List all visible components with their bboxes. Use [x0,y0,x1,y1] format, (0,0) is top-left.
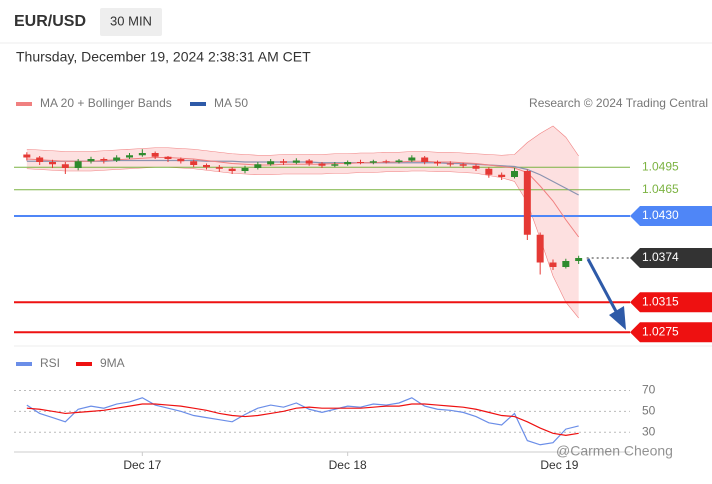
series-line [26,397,579,446]
y-tick-label: 50 [642,404,656,418]
candle-body [382,161,390,163]
candle-body [318,163,326,166]
candle-body [164,156,172,159]
candle-body [292,160,300,163]
credit: Research © 2024 Trading Central [529,96,708,110]
candle-body [177,159,185,162]
candle-body [408,157,416,161]
level-label: 1.0465 [642,182,679,196]
legend-swatch [16,102,32,106]
candle-body [536,234,544,263]
candle-body [395,160,403,162]
candle-body [446,163,454,165]
candle-body [74,161,82,168]
candle-body [241,168,249,171]
x-tick-label: Dec 17 [123,458,161,472]
candle-body [459,164,467,166]
candle-body [61,164,69,168]
series-line [26,403,579,436]
level-label: 1.0430 [642,208,679,222]
candle-body [100,159,108,161]
level-label: 1.0315 [642,294,679,308]
x-tick-label: Dec 19 [540,458,578,472]
datetime: Thursday, December 19, 2024 2:38:31 AM C… [16,49,311,65]
candle-body [36,157,44,162]
level-tag [630,248,712,268]
candle-body [126,155,133,158]
candle-body [357,162,364,163]
legend-label: 9MA [100,356,125,370]
candle-body [87,159,95,162]
candle-body [575,258,583,261]
candle-body [305,160,313,164]
candle-body [498,174,506,177]
candle-body [151,153,159,157]
level-label: 1.0374 [642,250,679,264]
candle-body [280,161,287,163]
legend-swatch [76,362,92,366]
candle-body [485,168,493,175]
candle-body [562,261,570,267]
level-tag [630,322,712,343]
candle-body [267,161,275,165]
candle-body [549,262,557,267]
legend-swatch [190,102,206,106]
candle-body [23,154,31,158]
watermark: @Carmen Cheong [556,443,673,459]
candle-body [369,161,377,163]
candle-body [344,162,352,165]
price-pane: MA 20 + Bollinger Bands MA 50 1.0495 1.0465… [14,96,712,343]
candle-body [523,171,531,235]
band-upper [26,125,579,157]
level-label: 1.0495 [642,159,679,173]
projection-arrow [586,258,621,318]
candle-body [215,167,223,169]
candle-body [472,165,480,169]
timeframe[interactable]: 30 MIN [110,13,152,28]
candle-body [228,168,236,171]
level-tag [630,292,712,313]
legend-label: MA 50 [214,96,248,110]
timeframe-badge[interactable] [100,8,162,36]
symbol: EUR/USD [14,13,86,30]
rsi-pane: 70 50 30 Dec 17 Dec 18 Dec 19 RSI 9MA [14,356,656,472]
legend-label: RSI [40,356,60,370]
x-tick-label: Dec 18 [329,458,367,472]
candle-body [49,162,56,165]
candle-body [138,153,146,156]
level-tag [630,206,712,226]
candle-body [190,161,198,165]
candle-body [113,157,121,161]
projection-arrowhead [609,306,626,330]
legend-swatch [16,362,32,366]
level-label: 1.0275 [642,324,679,338]
candle-body [511,171,518,177]
candle-body [434,162,441,164]
candle-body [254,164,262,168]
candle-body [421,157,429,162]
candle-body [203,165,210,168]
legend-label: MA 20 + Bollinger Bands [40,96,172,110]
band-lower [26,166,579,319]
y-tick-label: 30 [642,424,656,438]
y-tick-label: 70 [642,383,656,397]
candle-body [331,164,339,166]
